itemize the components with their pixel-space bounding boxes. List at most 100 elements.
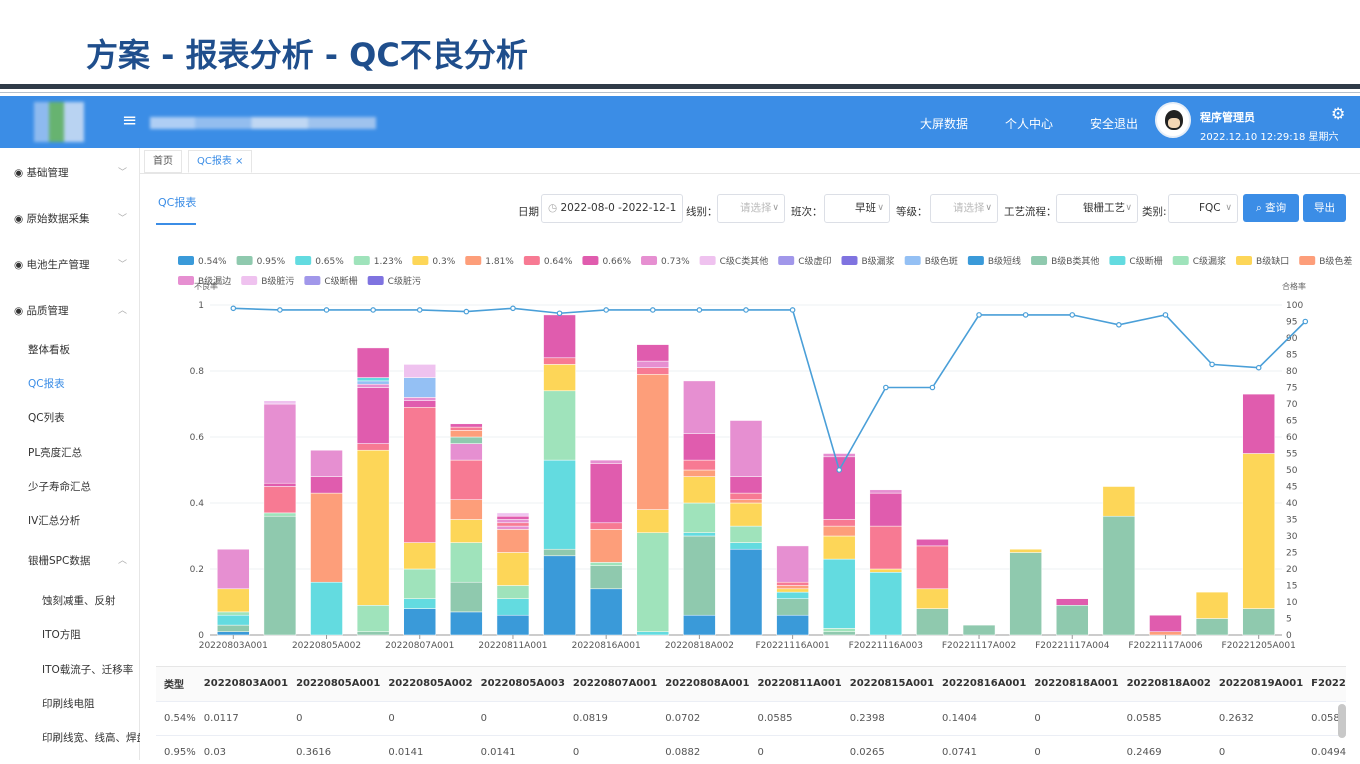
process-select[interactable]: 银栅工艺 ∨ [1056,194,1138,223]
bar-segment [263,400,297,405]
date-range-input[interactable]: ◷ 2022-08-0 -2022-12-1 [541,194,683,223]
legend-label: B级B类其他 [1051,255,1099,267]
bar-segment [543,364,576,392]
menu-toggle-icon[interactable]: ≡ [122,110,138,131]
legend-label: 0.3% [432,257,455,267]
report-panel: QC报表 日期 ◷ 2022-08-0 -2022-12-1 线别： 请选择 ∨ … [140,174,1360,760]
type-select[interactable]: FQC ∨ [1168,194,1238,223]
y2-tick-label: 95 [1286,318,1297,328]
table-scrollbar[interactable] [1338,704,1346,738]
bar-segment [403,608,436,636]
sidebar-item-pl[interactable]: PL亮度汇总 [28,447,83,459]
sidebar-item-spc[interactable]: 银栅SPC数据 [28,555,91,567]
tab-home[interactable]: 首页 [144,150,182,173]
sidebar-subitem-ito-sheet[interactable]: ITO方阻 [42,629,81,641]
legend-label: 1.23% [374,257,403,267]
bar-segment [776,581,809,586]
bar-segment [450,430,483,438]
bar-segment [310,581,343,636]
export-button[interactable]: 导出 [1303,194,1346,222]
bar-segment [543,555,576,636]
sidebar-subitem-ito-carrier[interactable]: ITO载流子、迁移率 [42,664,134,676]
pass-rate-point [1116,322,1122,328]
table-cell: 0 [472,701,565,736]
grade-label: 等级： [896,206,928,218]
bar-segment [729,492,763,500]
bar-segment [217,588,250,613]
legend-swatch [178,276,194,285]
sidebar-item-overview[interactable]: 整体看板 [28,344,70,356]
nav-big-screen[interactable]: 大屏数据 [920,117,969,131]
chevron-down-icon: ∨ [1125,203,1132,213]
sidebar-group-quality[interactable]: ◉ 品质管理 [14,305,69,317]
bar-segment [589,529,623,563]
y-tick-label: 1 [198,301,204,311]
y2-tick-label: 55 [1286,450,1297,460]
table-cell: 0 [749,735,842,760]
sidebar-group-raw-data[interactable]: ◉ 原始数据采集 [14,213,90,225]
nav-logout[interactable]: 安全退出 [1090,117,1139,131]
legend-swatch [967,256,984,265]
legend-label: C级漏浆 [1193,255,1226,267]
gear-icon[interactable]: ⚙ [1331,104,1346,123]
sidebar-item-qc-list[interactable]: QC列表 [28,412,65,424]
table-header-cell: 20220815A001 [841,667,935,702]
tab-qc-report[interactable]: QC报表 × [188,150,253,173]
sidebar-subitem-etch[interactable]: 蚀刻减重、反射 [42,595,116,607]
legend-label: B级缺口 [1256,255,1289,267]
pass-rate-point [323,307,330,313]
chevron-down-icon: ∨ [772,203,779,213]
bar-segment [403,542,436,570]
table-header-cell: 20220805A002 [380,667,473,702]
legend-swatch [641,256,658,265]
table-cell: 0.1404 [934,701,1027,736]
line-select[interactable]: 请选择 ∨ [717,194,785,223]
avatar[interactable] [1155,102,1191,138]
y2-tick-label: 20 [1286,565,1298,575]
bar-segment [636,374,670,510]
shift-select[interactable]: 早班 ∨ [824,194,890,223]
shift-label: 班次： [791,206,823,218]
current-datetime: 2022.12.10 12:29:18 星期六 [1200,132,1339,143]
bar-segment [729,542,763,550]
bar-segment [1009,552,1042,636]
sidebar-item-qc-report[interactable]: QC报表 [28,378,65,390]
grade-select[interactable]: 请选择 ∨ [930,194,998,223]
bar-segment [356,631,390,636]
qc-data-table: 类型 20220803A001 20220805A001 20220805A002 20… [156,666,1346,760]
sidebar-item-lifetime[interactable]: 少子寿命汇总 [28,481,91,493]
x-tick-label: 20220803A001 [199,641,268,651]
table-cell: 0 [1210,735,1304,760]
y2-tick-label: 30 [1286,532,1298,542]
pass-rate-line [233,307,1306,473]
legend-swatch [904,256,921,265]
table-header-cell: 20220816A001 [934,667,1027,702]
bar-segment [776,585,809,590]
legend-swatch [236,256,253,265]
bar-segment [822,631,856,636]
y2-tick-label: 15 [1286,582,1297,592]
bar-segment [403,400,436,408]
close-icon[interactable]: × [235,156,244,167]
y2-tick-label: 80 [1286,367,1298,377]
sidebar-group-basic[interactable]: ◉ 基础管理 [14,167,69,179]
query-button[interactable]: ⌕ 查询 [1243,194,1299,222]
sidebar-item-iv[interactable]: IV汇总分析 [28,515,81,527]
legend-label: B级短线 [988,255,1021,267]
bar-segment [496,519,530,524]
bar-segment [1195,591,1229,619]
circle-icon: ◉ [14,305,27,317]
bar-segment [683,535,716,616]
pass-rate-point [463,308,470,315]
sidebar-subitem-print-width[interactable]: 印刷线宽、线高、焊盘 [42,732,147,744]
sidebar-subitem-print-res[interactable]: 印刷线电阻 [42,698,95,710]
report-title-underline [156,223,196,225]
x-tick-label: F20221116A001 [755,641,829,651]
bar-segment [496,529,530,553]
bar-segment [1009,548,1042,553]
x-tick-label: 20220811A001 [478,641,547,651]
nav-personal-center[interactable]: 个人中心 [1005,117,1054,131]
bar-segment [636,360,670,368]
search-icon: ⌕ [1255,202,1266,214]
sidebar-group-battery[interactable]: ◉ 电池生产管理 [14,259,90,271]
